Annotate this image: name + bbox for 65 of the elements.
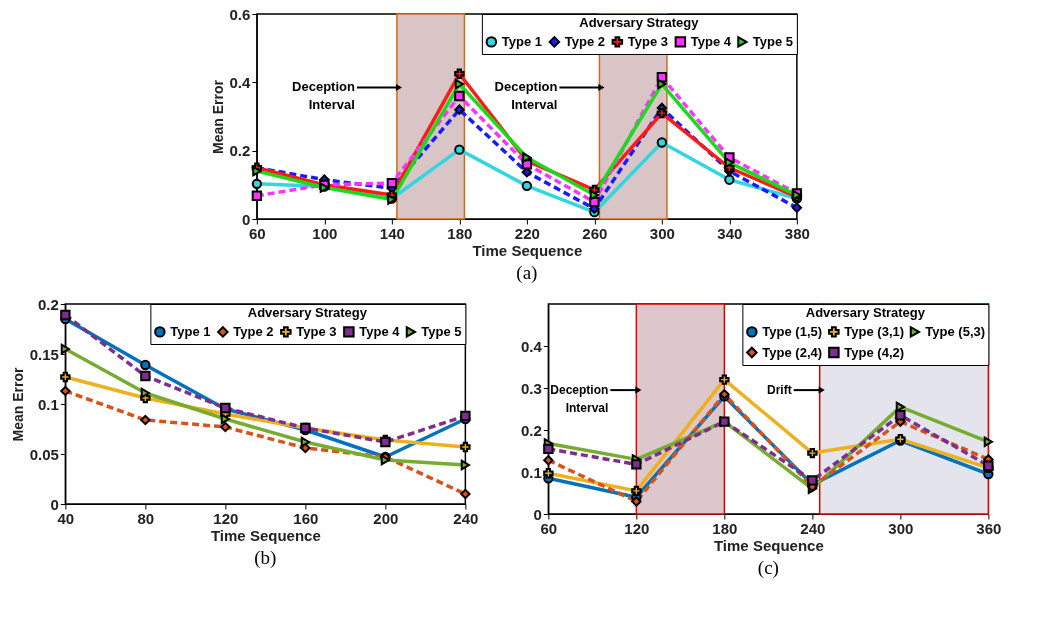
annotation: Deception Interval bbox=[292, 79, 355, 113]
y-tick-label: 0.1 bbox=[38, 395, 59, 413]
x-tick-label: 140 bbox=[379, 224, 405, 242]
annotation: Deception Interval bbox=[494, 79, 558, 113]
x-tick-label: 40 bbox=[57, 509, 75, 527]
legend-label: Type 5 bbox=[752, 33, 794, 49]
x-tick-label: 300 bbox=[649, 224, 675, 242]
x-tick-label: 360 bbox=[976, 519, 1002, 537]
x-tick-label: 260 bbox=[582, 224, 608, 242]
legend-label: Type 1 bbox=[170, 323, 211, 339]
x-tick-label: 220 bbox=[514, 224, 540, 242]
y-tick-label: 0.2 bbox=[521, 421, 542, 439]
y-tick-label: 0.4 bbox=[229, 73, 252, 91]
x-tick-label: 160 bbox=[293, 509, 319, 527]
legend-label: Type (3,1) bbox=[844, 323, 905, 339]
y-tick-label: 0 bbox=[50, 495, 59, 513]
y-tick-label: 0 bbox=[533, 505, 542, 523]
y-tick-label: 0.4 bbox=[521, 337, 543, 355]
y-tick-label: 0.2 bbox=[229, 142, 251, 160]
legend-label: Type 5 bbox=[421, 323, 462, 339]
x-tick-label: 180 bbox=[447, 224, 473, 242]
legend-title: Adversary Strategy bbox=[805, 305, 926, 320]
x-tick-label: 120 bbox=[213, 509, 239, 527]
y-tick-label: 0.1 bbox=[521, 463, 542, 481]
x-tick-label: 80 bbox=[137, 509, 155, 527]
x-axis-title: Time Sequence bbox=[713, 536, 824, 554]
y-tick-label: 0.05 bbox=[29, 445, 59, 463]
legend-label: Type 4 bbox=[690, 33, 732, 49]
y-tick-label: 0.15 bbox=[29, 345, 59, 363]
x-tick-label: 240 bbox=[453, 509, 479, 527]
x-axis-title: Time Sequence bbox=[210, 526, 321, 544]
x-tick-label: 60 bbox=[540, 519, 558, 537]
legend-title: Adversary Strategy bbox=[579, 15, 700, 30]
legend-label: Type 2 bbox=[564, 33, 606, 49]
x-axis-title: Time Sequence bbox=[472, 241, 583, 259]
annotation: Drift bbox=[767, 383, 792, 398]
x-tick-label: 120 bbox=[624, 519, 650, 537]
y-tick-label: 0 bbox=[242, 210, 251, 228]
x-tick-label: 200 bbox=[373, 509, 399, 527]
legend-label: Type 3 bbox=[296, 323, 337, 339]
x-tick-label: 340 bbox=[717, 224, 743, 242]
x-tick-label: 240 bbox=[800, 519, 826, 537]
y-tick-label: 0.6 bbox=[229, 5, 251, 23]
x-tick-label: 100 bbox=[312, 224, 338, 242]
y-tick-label: 0.2 bbox=[38, 295, 59, 313]
legend-label: Type (5,3) bbox=[925, 323, 986, 339]
legend-label: Type (1,5) bbox=[762, 323, 823, 339]
y-tick-label: 0.3 bbox=[521, 379, 542, 397]
x-tick-label: 180 bbox=[712, 519, 738, 537]
x-tick-label: 380 bbox=[784, 224, 810, 242]
x-tick-label: 60 bbox=[249, 224, 266, 242]
legend-title: Adversary Strategy bbox=[247, 305, 368, 320]
y-axis-title: Mean Error bbox=[209, 79, 226, 154]
text: (c) bbox=[757, 557, 779, 579]
legend-label: Type 1 bbox=[501, 33, 543, 49]
legend-label: Type 4 bbox=[359, 323, 401, 339]
x-tick-label: 300 bbox=[888, 519, 914, 537]
annotation: Deception Interval bbox=[550, 383, 609, 416]
legend-label: Type 2 bbox=[233, 323, 274, 339]
text: (a) bbox=[516, 262, 538, 284]
text: (b) bbox=[254, 547, 277, 569]
legend-label: Type (2,4) bbox=[762, 344, 823, 360]
legend-label: Type (4,2) bbox=[844, 344, 905, 360]
y-axis-title: Mean Error bbox=[9, 367, 26, 442]
legend-label: Type 3 bbox=[627, 33, 669, 49]
